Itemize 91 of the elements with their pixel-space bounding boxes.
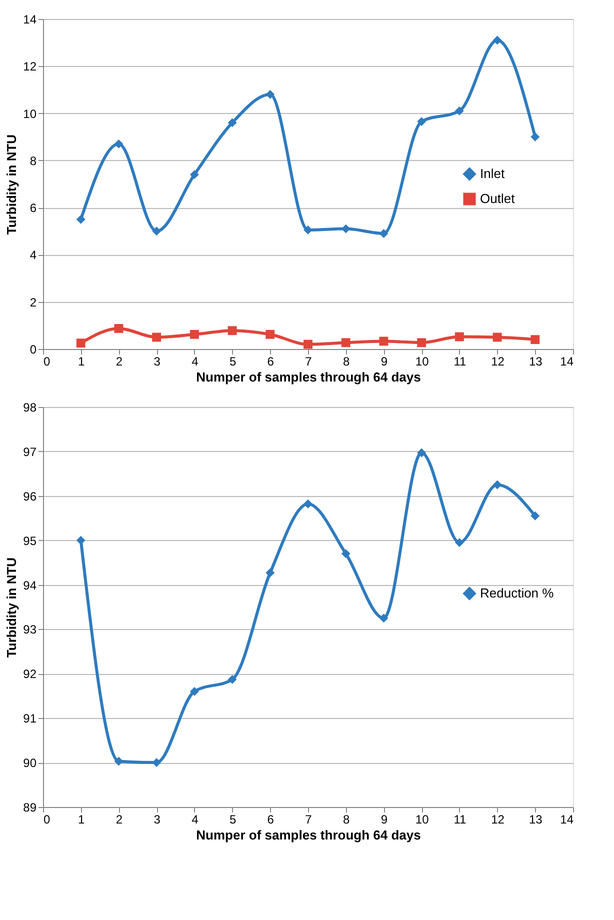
y-tick-label: 6 [30, 201, 37, 216]
y-tick-label: 14 [23, 12, 37, 26]
point [152, 332, 162, 342]
x-tick-label: 5 [229, 354, 236, 368]
y-tick-label: 91 [23, 712, 37, 726]
point [379, 614, 388, 623]
y-tick-label: 90 [23, 756, 37, 770]
y-tick-label: 96 [23, 489, 37, 504]
x-tick-label: 6 [267, 354, 274, 368]
point [228, 326, 237, 336]
x-tick-label: 14 [560, 354, 574, 368]
x-tick-label: 0 [44, 812, 50, 826]
y-tick-label: 8 [30, 154, 37, 168]
point [114, 139, 124, 148]
point [341, 549, 350, 558]
x-tick-label: 12 [491, 354, 505, 368]
point [304, 225, 312, 234]
x-tick-label: 10 [415, 812, 430, 826]
point [530, 132, 540, 142]
x-tick-label: 6 [267, 812, 274, 826]
point [76, 536, 86, 545]
point [76, 338, 86, 348]
x-axis-title: Numper of samples through 64 days [196, 370, 421, 384]
point [341, 338, 350, 348]
y-tick-label: 2 [30, 295, 37, 310]
x-tick-label: 11 [454, 354, 466, 368]
point [228, 118, 237, 128]
x-tick-label: 3 [154, 812, 161, 826]
y-axis-title: Turbidity in NTU [4, 134, 20, 235]
point [492, 36, 502, 45]
x-tick-label: 8 [343, 354, 350, 368]
x-tick-label: 5 [229, 812, 236, 826]
x-tick-label: 2 [116, 354, 123, 368]
x-axis-title: Numper of samples through 64 days [196, 828, 421, 842]
point [114, 324, 124, 333]
point [492, 332, 502, 342]
x-tick-label: 1 [78, 354, 86, 368]
point [304, 499, 312, 508]
x-tick-label: 4 [192, 812, 199, 826]
y-tick-label: 95 [23, 534, 37, 548]
y-tick-label: 98 [23, 400, 37, 414]
y-axis-title: Turbidity in NTU [4, 557, 20, 658]
point [266, 568, 275, 578]
y-tick-label: 89 [23, 800, 37, 814]
point [530, 335, 540, 344]
point [152, 226, 162, 236]
point [190, 170, 199, 180]
point [454, 106, 464, 116]
point [379, 336, 388, 346]
point [190, 686, 199, 696]
point [76, 214, 86, 224]
x-tick-label: 1 [78, 812, 86, 826]
x-tick-label: 7 [305, 812, 312, 826]
point [454, 538, 464, 548]
x-tick-label: 11 [454, 812, 466, 826]
x-tick-label: 13 [528, 354, 543, 368]
point [530, 511, 540, 520]
point [228, 674, 237, 684]
x-tick-label: 12 [491, 812, 505, 826]
x-tick-label: 8 [343, 812, 350, 826]
y-tick-label: 92 [23, 667, 37, 682]
y-tick-label: 94 [23, 578, 37, 592]
x-tick-label: 0 [44, 354, 50, 368]
y-tick-label: 97 [23, 444, 37, 459]
y-tick-label: 93 [23, 622, 37, 637]
x-tick-label: 7 [305, 354, 312, 368]
x-tick-label: 4 [192, 354, 199, 368]
x-tick-label: 14 [560, 812, 574, 826]
x-tick-label: 2 [116, 812, 123, 826]
y-tick-label: 12 [23, 60, 37, 74]
x-tick-label: 9 [380, 354, 388, 368]
legend-label: Reduction % [480, 586, 554, 600]
legend-label: Inlet [480, 166, 505, 181]
y-tick-label: 10 [23, 106, 37, 121]
y-tick-label: 4 [30, 248, 37, 262]
point [417, 338, 426, 348]
point [454, 332, 464, 342]
x-tick-label: 9 [380, 812, 388, 826]
point [266, 330, 275, 339]
point [417, 448, 426, 458]
x-tick-label: 3 [154, 354, 161, 368]
point [190, 330, 199, 339]
point [492, 480, 502, 490]
point [304, 340, 312, 349]
point [379, 229, 388, 238]
point [266, 90, 275, 99]
x-tick-label: 13 [528, 812, 543, 826]
x-tick-label: 10 [415, 354, 430, 368]
point [417, 117, 426, 126]
legend-label: Outlet [480, 191, 516, 206]
y-tick-label: 0 [30, 342, 37, 356]
